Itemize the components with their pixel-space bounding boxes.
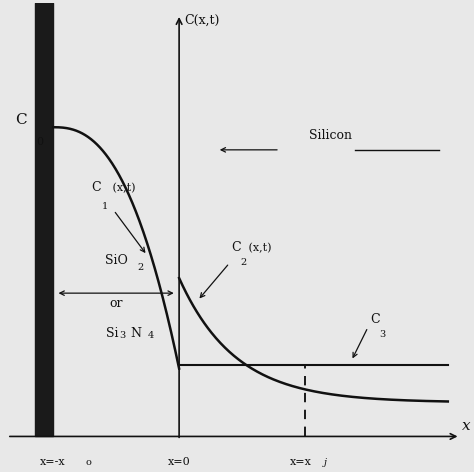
Text: SiO: SiO bbox=[105, 254, 128, 267]
Text: 0: 0 bbox=[36, 137, 43, 147]
Text: 3: 3 bbox=[119, 331, 126, 340]
Text: C(x,t): C(x,t) bbox=[184, 14, 219, 27]
Text: N: N bbox=[127, 327, 142, 340]
Text: C: C bbox=[371, 313, 380, 326]
Text: x=-x: x=-x bbox=[40, 457, 66, 467]
Text: Si: Si bbox=[106, 327, 118, 340]
Text: (x,t): (x,t) bbox=[245, 243, 271, 253]
Text: 4: 4 bbox=[148, 331, 155, 340]
Text: j: j bbox=[324, 458, 327, 467]
Text: C: C bbox=[91, 181, 100, 194]
Text: 2: 2 bbox=[240, 259, 246, 268]
Text: x=0: x=0 bbox=[168, 457, 191, 467]
Text: Silicon: Silicon bbox=[309, 129, 352, 142]
Text: 3: 3 bbox=[379, 330, 385, 339]
Text: x: x bbox=[462, 419, 471, 433]
Text: (x,t): (x,t) bbox=[109, 182, 136, 193]
Text: or: or bbox=[109, 297, 123, 310]
Text: 1: 1 bbox=[102, 202, 108, 211]
Text: 2: 2 bbox=[137, 263, 143, 272]
Text: o: o bbox=[85, 458, 91, 467]
Text: x=x: x=x bbox=[290, 457, 312, 467]
Text: C: C bbox=[231, 241, 241, 254]
Text: C: C bbox=[15, 113, 26, 126]
